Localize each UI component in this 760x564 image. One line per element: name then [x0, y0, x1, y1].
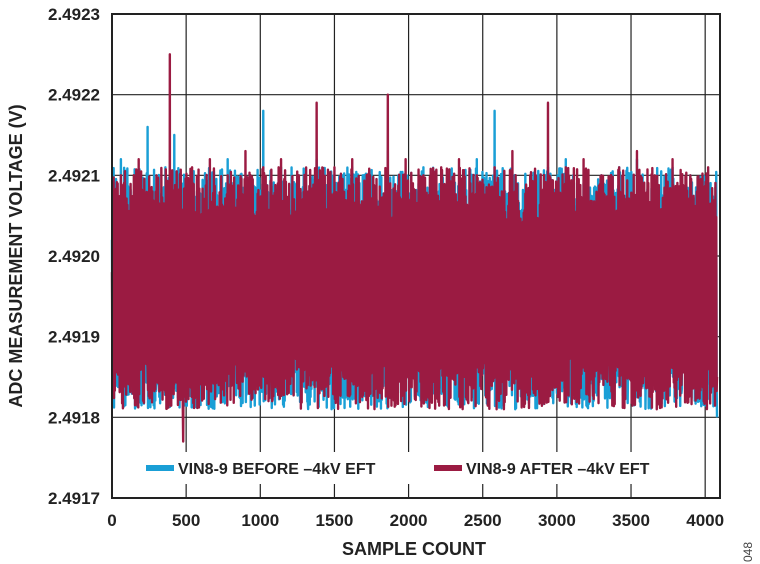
y-tick-label: 2.4917 — [48, 489, 100, 508]
x-tick-label: 3000 — [538, 511, 576, 530]
y-tick-label: 2.4919 — [48, 328, 100, 347]
tick-labels: 0 500 1000 1500 2000 2500 3000 3500 4000 2.4917 2.… — [48, 5, 724, 530]
y-tick-label: 2.4923 — [48, 5, 100, 24]
x-tick-label: 0 — [107, 511, 116, 530]
y-tick-label: 2.4922 — [48, 86, 100, 105]
series-line-after — [110, 53, 719, 443]
x-tick-label: 4000 — [686, 511, 724, 530]
legend: VIN8-9 BEFORE –4kV EFT VIN8-9 AFTER –4kV… — [136, 452, 702, 484]
legend-label-after: VIN8-9 AFTER –4kV EFT — [466, 461, 650, 478]
legend-box — [136, 452, 702, 484]
plot-frame — [111, 13, 721, 499]
x-tick-label: 2500 — [464, 511, 502, 530]
x-tick-label: 3500 — [612, 511, 650, 530]
y-tick-label: 2.4918 — [48, 408, 100, 427]
y-axis-title: ADC MEASUREMENT VOLTAGE (V) — [6, 104, 26, 407]
series-group — [110, 53, 719, 443]
x-axis-title: SAMPLE COUNT — [342, 539, 486, 559]
legend-label-before: VIN8-9 BEFORE –4kV EFT — [178, 461, 376, 478]
x-tick-label: 500 — [172, 511, 200, 530]
x-tick-label: 1000 — [241, 511, 279, 530]
x-tick-label: 1500 — [316, 511, 354, 530]
figure-id: 048 — [741, 542, 755, 562]
y-tick-label: 2.4920 — [48, 247, 100, 266]
x-tick-label: 2000 — [390, 511, 428, 530]
y-tick-label: 2.4921 — [48, 166, 100, 185]
